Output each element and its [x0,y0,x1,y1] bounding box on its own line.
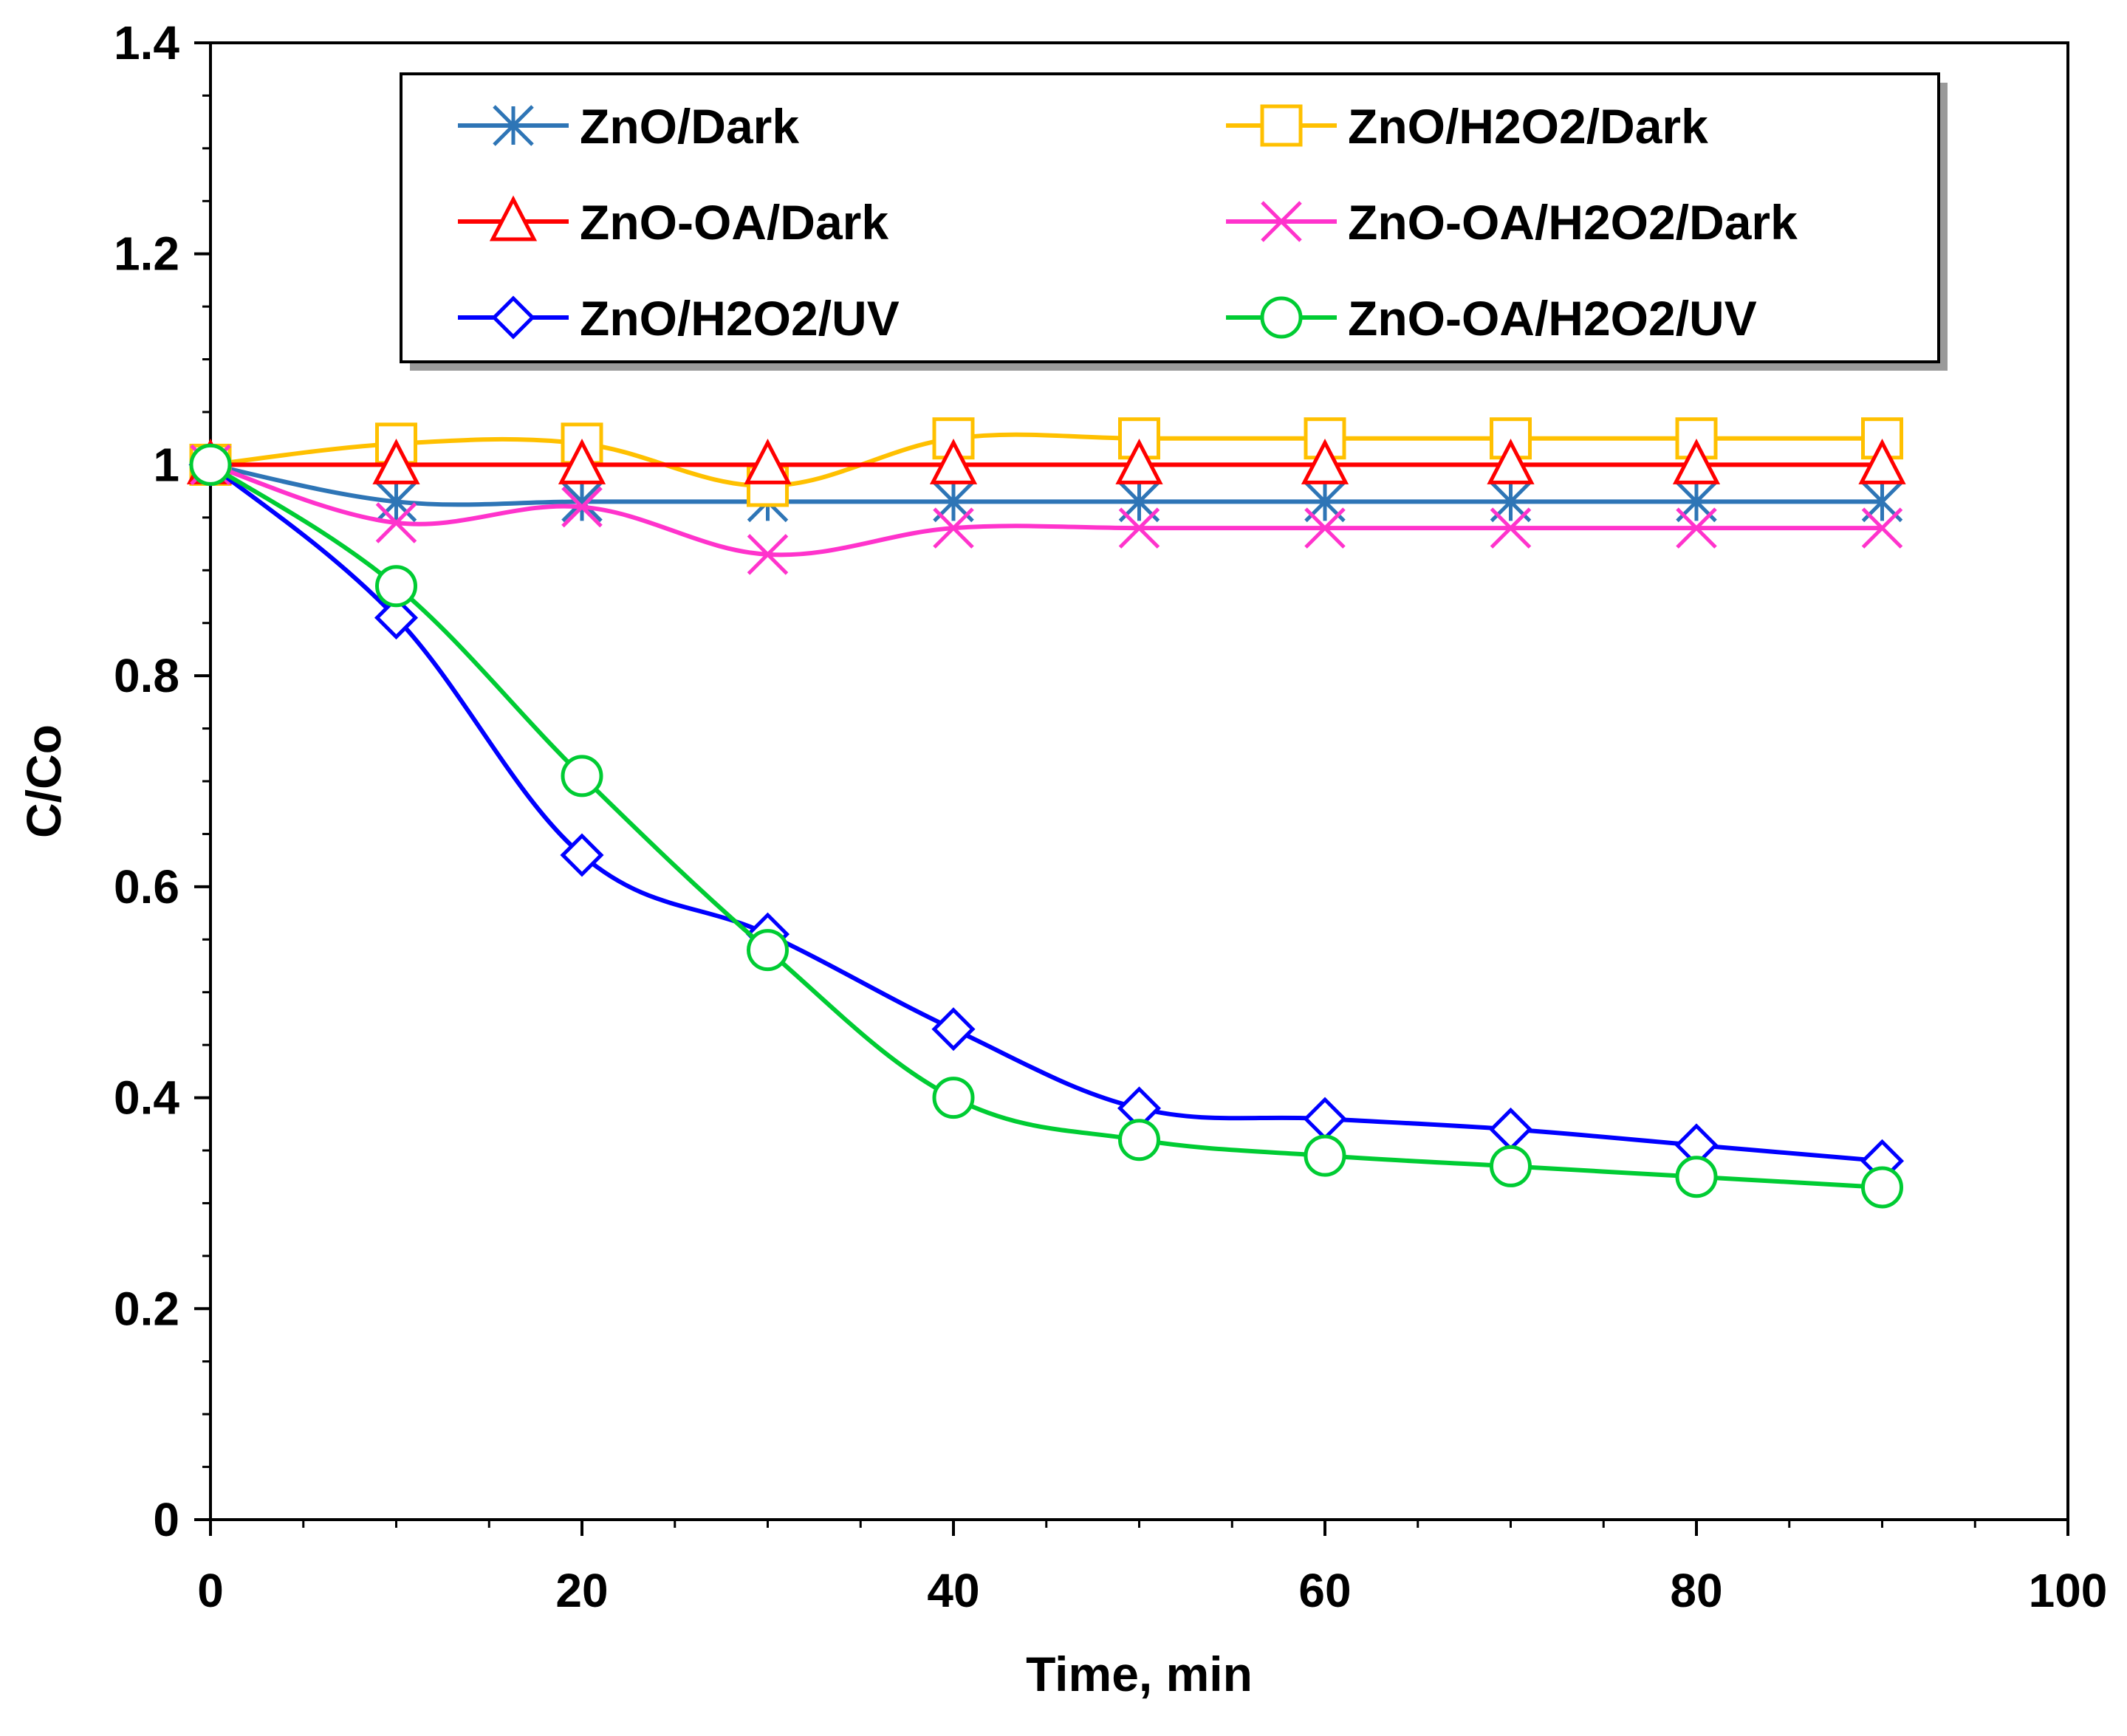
data-point-zno-oa-dark [744,438,792,484]
data-point-zno-oa-h2o2-dark [561,486,603,528]
data-point-zno-oa-h2o2-dark [1676,507,1717,549]
data-point-zno-h2o2-uv [560,833,604,877]
data-point-zno-dark [375,481,417,523]
data-point-zno-oa-dark [372,438,420,484]
data-point-zno-oa-h2o2-dark [1118,507,1160,549]
y-tick-label: 0 [153,1493,179,1546]
data-point-zno-oa-h2o2-uv [747,929,789,972]
data-point-zno-dark [561,481,603,523]
data-point-zno-oa-h2o2-dark [1861,507,1903,549]
legend-label: ZnO/Dark [580,99,799,154]
x-axis-title: Time, min [1026,1647,1253,1701]
data-point-zno-oa-h2o2-uv [1861,1166,1903,1209]
data-point-zno-h2o2-uv [931,1007,976,1051]
data-point-zno-oa-h2o2-uv [932,1077,975,1119]
legend-label: ZnO-OA/H2O2/UV [1348,291,1757,346]
x-tick-label: 80 [1670,1564,1722,1617]
legend-label: ZnO-OA/H2O2/Dark [1348,195,1798,250]
series-layer [186,417,1906,1209]
data-point-zno-oa-dark [558,438,606,484]
legend-label: ZnO-OA/Dark [580,195,888,250]
data-point-zno-oa-h2o2-dark [375,502,417,543]
data-point-zno-oa-dark [1858,438,1906,484]
legend-marker [493,105,534,146]
y-tick-label: 1 [153,438,179,491]
series-zno-oa-dark [186,438,1906,484]
legend-marker [491,295,535,340]
y-tick-label: 1.4 [114,16,179,69]
data-point-zno-oa-h2o2-uv [1675,1156,1718,1198]
legend-marker [1260,296,1303,339]
x-tick-label: 60 [1298,1564,1351,1617]
data-point-zno-oa-h2o2-dark [1304,507,1346,549]
data-point-zno-oa-h2o2-dark [1490,507,1532,549]
legend-box [400,72,1940,363]
data-point-zno-h2o2-uv [374,596,419,640]
series-line-zno-oa-h2o2-dark [210,462,1883,557]
data-point-zno-oa-h2o2-uv [189,443,232,486]
data-point-zno-oa-h2o2-dark [933,507,974,549]
series-line-zno-h2o2-uv [209,463,1883,1164]
y-tick-label: 0.4 [114,1071,179,1125]
legend-item-zno-oa-dark: ZnO-OA/Dark [458,195,888,250]
legend: ZnO/Dark ZnO/H2O2/Dark ZnO-OA/Dark ZnO-OA/H… [400,72,1948,371]
data-point-zno-oa-h2o2-uv [561,755,603,797]
legend-marker [489,195,538,241]
data-point-zno-oa-dark [1115,438,1163,484]
axes: 0 0.2 0.4 0.6 0.8 1 1.2 1.4 0 20 40 60 80 100 Time, mi… [16,16,2107,1701]
x-tick-label: 20 [555,1564,608,1617]
x-tick-label: 100 [2029,1564,2108,1617]
legend-item-zno-h2o2-uv: ZnO/H2O2/UV [458,291,900,346]
y-tick-label: 0.2 [114,1282,179,1335]
legend-label: ZnO/H2O2/Dark [1348,99,1708,154]
data-point-zno-oa-dark [1487,438,1535,484]
series-zno-oa-h2o2-uv [189,443,1903,1209]
legend-item-zno-dark: ZnO/Dark [458,99,799,154]
data-point-zno-oa-h2o2-uv [1118,1119,1160,1162]
series-line-zno-dark [210,462,1883,507]
data-point-zno-h2o2-dark [932,417,975,460]
legend-item-zno-h2o2-dark: ZnO/H2O2/Dark [1226,99,1708,154]
series-line-zno-h2o2-dark [210,432,1883,489]
legend-marker [1260,104,1303,147]
data-point-zno-oa-dark [929,438,978,484]
legend-marker [1261,201,1302,242]
series-line-zno-oa-h2o2-uv [209,462,1883,1190]
y-tick-label: 0.6 [114,860,179,913]
data-point-zno-oa-h2o2-uv [375,565,417,608]
y-tick-label: 0.8 [114,649,179,702]
data-point-zno-oa-h2o2-uv [1490,1145,1532,1187]
y-axis-title: C/Co [16,724,71,838]
legend-item-zno-oa-h2o2-uv: ZnO-OA/H2O2/UV [1226,291,1757,346]
x-tick-label: 40 [927,1564,979,1617]
data-point-zno-h2o2-dark [1675,417,1718,460]
legend-item-zno-oa-h2o2-dark: ZnO-OA/H2O2/Dark [1226,195,1798,250]
data-point-zno-oa-h2o2-dark [747,534,789,575]
x-tick-label: 0 [197,1564,224,1617]
data-point-zno-oa-dark [1301,438,1349,484]
data-point-zno-oa-dark [1672,438,1721,484]
y-tick-label: 1.2 [114,227,179,281]
data-point-zno-oa-h2o2-uv [1304,1134,1346,1177]
legend-label: ZnO/H2O2/UV [580,291,900,346]
